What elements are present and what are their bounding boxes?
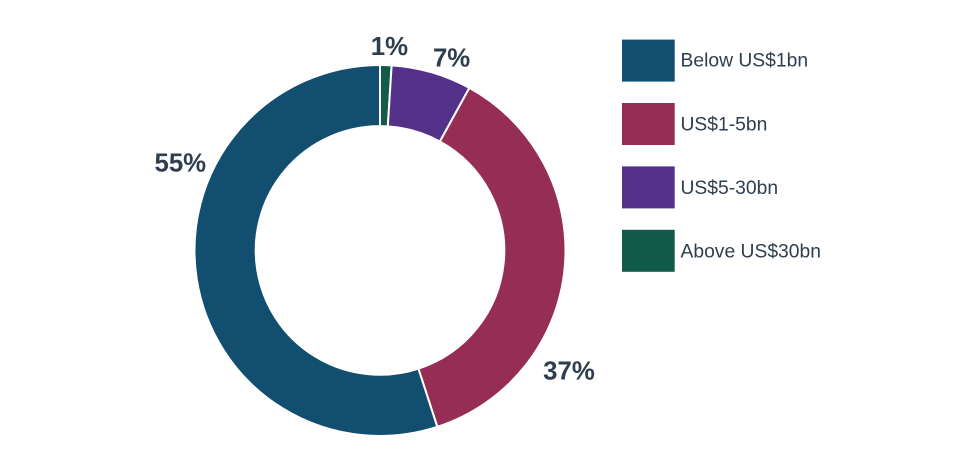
svg-text:7%: 7%	[433, 44, 470, 72]
svg-text:55%: 55%	[154, 150, 206, 178]
svg-text:US$5-30bn: US$5-30bn	[681, 178, 779, 199]
svg-text:1%: 1%	[371, 33, 408, 61]
svg-text:US$1-5bn: US$1-5bn	[681, 115, 768, 136]
svg-text:37%: 37%	[543, 358, 595, 386]
svg-text:Below US$1bn: Below US$1bn	[681, 51, 809, 72]
svg-text:Above US$30bn: Above US$30bn	[681, 241, 821, 262]
